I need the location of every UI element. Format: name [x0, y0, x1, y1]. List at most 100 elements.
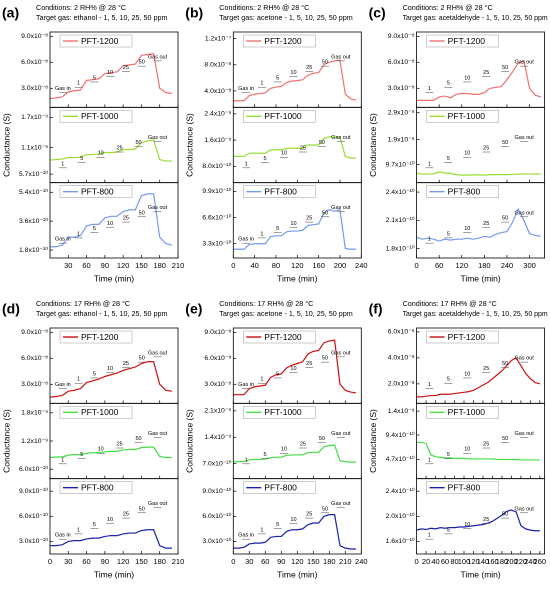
series-line	[233, 59, 357, 102]
x-tick-label: 210	[172, 261, 185, 270]
annotation: 10	[107, 366, 113, 372]
target-gas: Target gas: acetone - 1, 5, 10, 25, 50 p…	[219, 13, 352, 22]
x-tick-label: 150	[135, 557, 148, 566]
annotation: 50	[319, 436, 325, 442]
annotation: 5	[93, 371, 96, 377]
annotation: 1	[77, 527, 80, 533]
annotation: 50	[502, 65, 508, 71]
target-gas: Target gas: acetaldehyde - 1, 5, 10, 25,…	[403, 13, 548, 22]
legend-label: PFT-800	[448, 482, 481, 492]
annotation: 1	[428, 457, 431, 463]
annotation: 25	[123, 361, 129, 367]
annotation: 50	[502, 216, 508, 222]
legend-box	[59, 185, 133, 198]
annotation: 25	[483, 145, 489, 151]
panel-label: (f)	[369, 301, 383, 317]
annotation: 1	[77, 231, 80, 237]
annotation: Gas in	[238, 237, 254, 243]
y-tick-label: 1.2x10⁻⁷	[205, 35, 232, 42]
annotation: Gas out	[514, 135, 534, 141]
y-axis-label: Conductance (S)	[368, 409, 378, 473]
x-tick-label: 90	[277, 557, 285, 566]
y-tick-label: 9.0x10⁻¹⁰	[202, 487, 231, 495]
legend-box	[426, 481, 499, 494]
annotation: 50	[139, 506, 145, 512]
conditions: Conditions: 17 RH% @ 28 °C	[219, 299, 313, 308]
y-tick-label: 6.0x10⁻⁸	[388, 329, 415, 336]
subplot-frame	[416, 182, 546, 259]
series-line	[416, 207, 541, 242]
y-tick-label: 4.7x10⁻¹⁰	[386, 455, 415, 463]
annotation: Gas out	[331, 205, 351, 211]
annotation: 1	[245, 457, 248, 463]
x-tick-label: 30	[245, 557, 253, 566]
legend-label: PFT-1200	[448, 36, 486, 46]
series-line	[49, 446, 172, 459]
annotation: 5	[80, 452, 83, 458]
x-tick-label: 0	[48, 557, 52, 566]
series-line	[233, 514, 356, 550]
series-line	[50, 529, 172, 549]
annotation: 5	[264, 452, 267, 458]
legend-box	[59, 330, 133, 344]
y-tick-label: 3.0x10⁻⁸	[21, 85, 48, 92]
annotation: 25	[306, 361, 312, 367]
target-gas: Target gas: acetaldehyde - 1, 5, 10, 25,…	[403, 309, 548, 318]
legend-label: PFT-1200	[448, 332, 486, 342]
annotation: Gas out	[331, 501, 351, 507]
series-line	[416, 59, 542, 102]
y-tick-label: 2.1x10⁻¹⁰	[386, 216, 415, 224]
series-line	[49, 139, 172, 162]
annotation: Gas out	[514, 356, 534, 362]
series-line	[416, 509, 540, 532]
annotation: 25	[300, 145, 306, 151]
annotation: 1	[260, 231, 263, 237]
x-tick-label: 240	[524, 557, 537, 566]
x-tick-label: 120	[117, 261, 130, 270]
x-tick-label: 150	[307, 557, 320, 566]
panel-label: (c)	[369, 5, 386, 21]
annotation: 10	[290, 221, 296, 227]
annotation: 10	[464, 522, 470, 528]
annotation: 10	[107, 70, 113, 76]
y-tick-label: 2.4x10⁻⁹	[204, 111, 231, 118]
annotation: 10	[281, 151, 287, 157]
legend-box	[243, 34, 316, 48]
annotation: Gas in	[55, 382, 71, 388]
annotation: 50	[322, 506, 328, 512]
x-tick-label: 210	[172, 557, 185, 566]
annotation: 50	[136, 436, 142, 442]
y-tick-label: 1.9x10⁻⁹	[388, 136, 415, 143]
annotation: 25	[483, 70, 489, 76]
y-tick-label: 1.1x10⁻⁹	[21, 144, 48, 151]
legend-label: PFT-1000	[448, 407, 486, 417]
series-line	[416, 171, 541, 176]
legend-label: PFT-800	[448, 186, 481, 196]
x-tick-label: 90	[101, 557, 109, 566]
legend-label: PFT-1200	[264, 36, 302, 46]
panel-label: (e)	[185, 301, 202, 317]
annotation: 10	[464, 75, 470, 81]
annotation: Gas in	[55, 533, 71, 539]
annotation: 25	[117, 145, 123, 151]
y-tick-label: 1.6x10⁻⁹	[204, 137, 231, 144]
y-tick-label: 1.8x10⁻⁹	[21, 410, 48, 417]
x-tick-label: 90	[101, 261, 109, 270]
annotation: 50	[502, 361, 508, 367]
x-tick-label: 300	[523, 261, 536, 270]
series-line	[233, 208, 356, 250]
annotation: 5	[276, 522, 279, 528]
annotation: Gas out	[331, 431, 351, 437]
series-line	[49, 52, 172, 100]
annotation: 5	[276, 371, 279, 377]
annotation: 10	[98, 447, 104, 453]
y-axis-label: Conductance (S)	[368, 113, 378, 177]
annotation: 1	[77, 81, 80, 87]
annotation: Gas out	[514, 210, 534, 216]
x-tick-label: 120	[456, 261, 469, 270]
series-line	[233, 444, 356, 463]
conditions: Conditions: 17 RH% @ 28 °C	[403, 299, 497, 308]
panel-label: (d)	[2, 301, 20, 317]
y-tick-label: 1.4x10⁻⁹	[204, 434, 231, 441]
